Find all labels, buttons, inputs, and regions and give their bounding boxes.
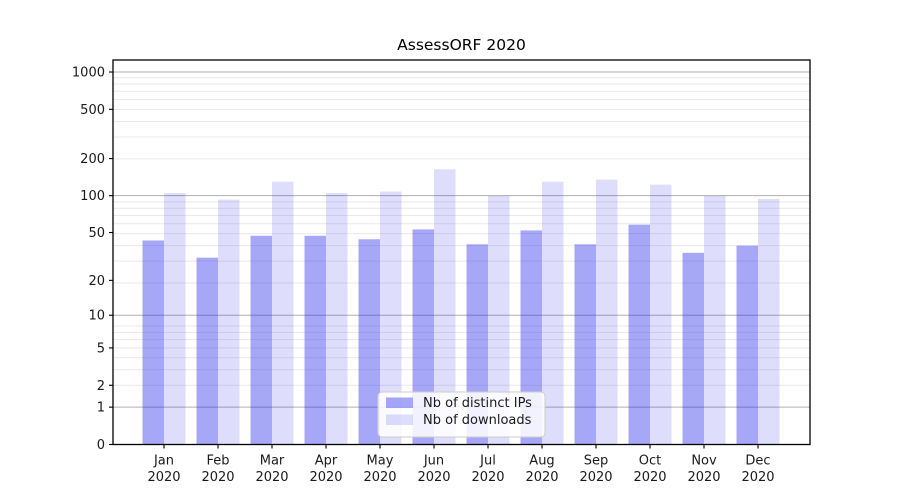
x-tick-label: Jun 2020 <box>417 454 450 486</box>
y-tick-label: 10 <box>88 309 105 324</box>
y-tick-label: 1 <box>97 401 105 416</box>
legend-swatch-distinct-ips <box>386 397 413 408</box>
bar-downloads-sep <box>596 179 618 445</box>
legend: Nb of distinct IPs Nb of downloads <box>377 391 546 438</box>
bar-downloads-feb <box>218 199 240 445</box>
gridline-layer <box>113 71 810 408</box>
y-tick-label: 20 <box>88 274 105 289</box>
bar-distinct-ips-nov <box>682 252 704 445</box>
y-tick-label: 200 <box>80 152 105 167</box>
bar-distinct-ips-dec <box>736 245 758 445</box>
axis-tick-layer: 0 1 2 5 10 20 50 100 200 500 1000 Jan 2020 Feb 2020 Mar… <box>72 66 775 485</box>
legend-box <box>377 391 546 438</box>
plot-frame <box>112 59 811 446</box>
chart-title: AssessORF 2020 <box>397 36 526 54</box>
y-tick-label: 2 <box>97 379 105 394</box>
legend-label-downloads: Nb of downloads <box>423 413 532 428</box>
bar-downloads-aug <box>542 181 564 445</box>
x-tick-label: Apr 2020 <box>309 454 342 486</box>
bar-distinct-ips-feb <box>196 257 218 445</box>
bar-distinct-ips-sep <box>574 244 596 445</box>
bar-distinct-ips-oct <box>628 224 650 445</box>
x-tick-label: Jul 2020 <box>471 454 504 486</box>
bar-downloads-jul <box>488 195 510 445</box>
bar-downloads-apr <box>326 193 348 445</box>
y-tick-label: 1000 <box>72 66 105 81</box>
bar-distinct-ips-jun <box>412 229 434 445</box>
x-tick-label: Jan 2020 <box>147 454 180 486</box>
bar-distinct-ips-apr <box>304 235 326 445</box>
bars-layer <box>142 169 780 445</box>
bar-distinct-ips-jan <box>142 240 164 445</box>
bar-distinct-ips-mar <box>250 235 272 445</box>
x-tick-label: Dec 2020 <box>741 454 774 486</box>
x-tick-label: Sep 2020 <box>579 454 612 486</box>
x-tick-label: Mar 2020 <box>255 454 288 486</box>
y-tick-label: 0 <box>97 438 105 453</box>
y-tick-label: 100 <box>80 189 105 204</box>
y-tick-label: 5 <box>97 341 105 356</box>
y-tick-label: 50 <box>88 226 105 241</box>
x-tick-label: Oct 2020 <box>633 454 666 486</box>
legend-swatch-downloads <box>386 414 413 425</box>
bar-distinct-ips-may <box>358 239 380 445</box>
bar-downloads-oct <box>650 184 672 445</box>
y-tick-label: 500 <box>80 103 105 118</box>
x-tick-label: Aug 2020 <box>525 454 558 486</box>
bar-downloads-nov <box>704 195 726 445</box>
x-tick-label: Nov 2020 <box>687 454 720 486</box>
x-tick-label: Feb 2020 <box>201 454 234 486</box>
legend-label-distinct-ips: Nb of distinct IPs <box>423 396 532 411</box>
bar-downloads-may <box>380 191 402 445</box>
bar-downloads-dec <box>758 198 780 445</box>
bar-downloads-jun <box>434 169 456 445</box>
bar-downloads-jan <box>164 193 186 445</box>
x-tick-label: May 2020 <box>363 454 396 486</box>
bar-distinct-ips-aug <box>520 230 542 445</box>
bar-downloads-mar <box>272 181 294 445</box>
